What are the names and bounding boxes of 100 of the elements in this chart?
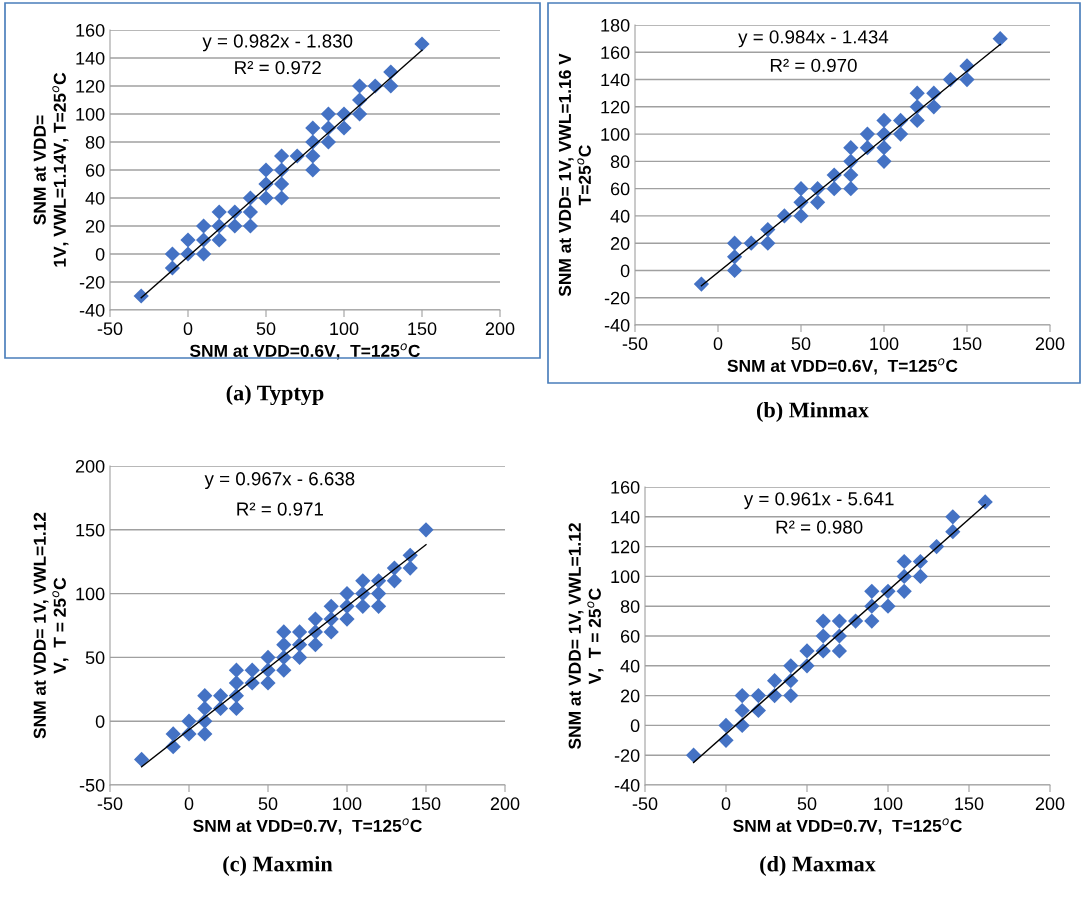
point (892, 126, 909, 142)
annotation: y = 0.967x - 6.638 (204, 472, 355, 490)
x-tick-label: 150 (953, 337, 982, 351)
point (859, 126, 876, 142)
x-tick-label: 100 (333, 797, 362, 811)
point (197, 726, 213, 742)
point (164, 246, 181, 262)
point (273, 190, 290, 206)
y-tick-label: 0 (95, 715, 105, 728)
point (276, 662, 292, 678)
text: (a) Typtyp (226, 384, 324, 406)
point (336, 120, 352, 136)
y-tick-label: 120 (76, 79, 105, 93)
point (320, 106, 337, 122)
y-axis-title: SNM at VDD= 1V, VWL=1.12 V, T = 25$^{o}$C (568, 523, 604, 750)
point (386, 573, 403, 589)
x-tick-label: 0 (184, 797, 194, 811)
point (926, 99, 942, 115)
point (228, 700, 245, 717)
y-tick-label: -20 (614, 749, 640, 762)
point (181, 713, 197, 729)
y-tick-label: 20 (620, 689, 640, 703)
point (876, 140, 892, 156)
point (843, 181, 859, 197)
point (718, 717, 734, 734)
y-tick-label: 160 (76, 23, 105, 37)
point (959, 71, 975, 88)
point (320, 134, 337, 150)
point (766, 673, 783, 689)
y-tick-label: 40 (610, 209, 630, 223)
point (339, 585, 355, 602)
y-tick-label: 140 (611, 510, 640, 524)
point (809, 194, 826, 210)
point (912, 568, 929, 585)
x-tick-label: 50 (791, 337, 811, 351)
x-tick-label: 200 (1035, 337, 1065, 351)
point (351, 78, 368, 94)
text: (d) Maxmax (760, 855, 876, 877)
annotation: y = 0.961x - 5.641 (743, 492, 894, 510)
x-tick-label: 150 (955, 797, 984, 811)
point (133, 751, 150, 768)
point (323, 598, 339, 614)
annotation: R² = 0.980 (776, 520, 863, 534)
y-tick-label: -20 (79, 275, 105, 289)
y-tick-label: 40 (620, 659, 640, 673)
y-tick-label: 60 (85, 163, 105, 177)
point (197, 688, 213, 704)
x-tick-label: 150 (412, 797, 441, 811)
point (831, 643, 848, 659)
y-axis-title: SNM at VDD= 1V, VWL=1.14V, T=25$^{o}$C (33, 72, 69, 267)
y-tick-label: 0 (620, 264, 630, 278)
y-tick-label: -40 (604, 318, 630, 332)
x-tick-label: 150 (408, 322, 437, 336)
point (276, 624, 292, 640)
y-tick-label: 40 (85, 191, 105, 205)
point (799, 643, 815, 659)
point (909, 85, 925, 101)
point (750, 687, 767, 704)
x-tick-label: 50 (797, 797, 817, 811)
point (864, 613, 880, 629)
y-tick-label: 100 (611, 570, 640, 584)
point (685, 747, 702, 763)
point (228, 662, 245, 678)
point (402, 560, 418, 576)
x-tick-label: -50 (632, 797, 658, 811)
y-tick-label: 100 (601, 128, 630, 141)
point (273, 148, 290, 164)
point (244, 662, 260, 678)
x-tick-label: 200 (485, 322, 515, 336)
point (414, 36, 430, 52)
point (945, 509, 961, 525)
x-tick-label: 0 (183, 322, 193, 336)
point (734, 687, 750, 704)
y-tick-label: -40 (614, 778, 640, 792)
y-tick-label: 80 (610, 155, 630, 169)
annotation: y = 0.984x - 1.434 (738, 30, 889, 48)
y-tick-label: 80 (85, 135, 105, 149)
point (843, 140, 859, 156)
point (793, 208, 809, 224)
y-tick-label: 200 (75, 459, 105, 473)
y-tick-label: 60 (620, 629, 640, 643)
point (896, 583, 912, 599)
point (197, 700, 213, 717)
y-tick-label: 160 (611, 480, 640, 494)
point (355, 598, 371, 614)
x-tick-label: 0 (713, 337, 723, 351)
point (734, 702, 750, 719)
y-tick-label: -20 (604, 291, 630, 305)
point (260, 649, 276, 666)
y-tick-label: 60 (610, 182, 630, 196)
point (783, 687, 799, 704)
x-tick-label: 50 (258, 797, 278, 811)
x-tick-label: 0 (721, 797, 731, 811)
point (880, 598, 896, 614)
y-tick-label: 150 (76, 523, 105, 537)
point (291, 649, 308, 666)
y-tick-label: 180 (601, 18, 630, 32)
y-axis-title: SNM at VDD= 1V, VWL=1.12 V, T = 25$^{o}$C (33, 512, 69, 739)
x-axis-title: SNM at VDD=0.7V, T=125$^{o}$C (733, 818, 962, 835)
point (242, 204, 259, 220)
